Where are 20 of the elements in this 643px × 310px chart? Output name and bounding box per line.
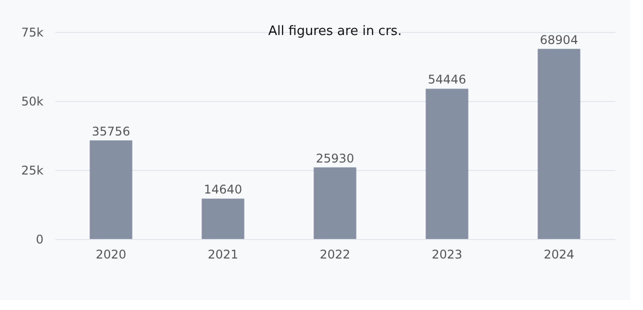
data-label: 68904 bbox=[540, 32, 578, 47]
data-label: 25930 bbox=[316, 151, 354, 166]
data-label: 35756 bbox=[92, 124, 130, 138]
bar bbox=[90, 140, 132, 239]
y-tick-label: 50k bbox=[21, 94, 44, 108]
data-label: 14640 bbox=[204, 182, 242, 197]
bar bbox=[314, 167, 356, 239]
chart-title: All figures are in crs. bbox=[268, 24, 402, 39]
data-label: 54446 bbox=[428, 72, 466, 87]
bar bbox=[202, 198, 244, 239]
y-tick-label: 75k bbox=[21, 26, 44, 40]
bar bbox=[426, 88, 468, 239]
x-tick-label: 2024 bbox=[544, 248, 574, 262]
x-tick-label: 2023 bbox=[432, 248, 462, 262]
x-tick-label: 2022 bbox=[320, 248, 350, 262]
y-tick-label: 25k bbox=[21, 164, 44, 178]
bar bbox=[538, 48, 580, 239]
y-tick-label: 0 bbox=[36, 232, 44, 246]
x-tick-label: 2021 bbox=[208, 248, 238, 262]
x-tick-label: 2020 bbox=[96, 248, 126, 262]
